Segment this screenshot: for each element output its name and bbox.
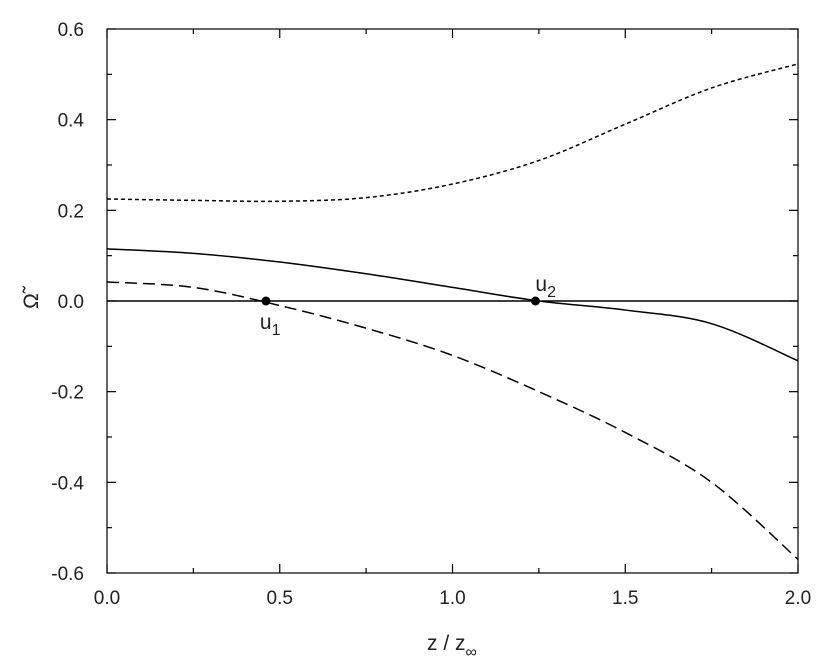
series-line — [106, 248, 799, 362]
x-tick-label: 0.5 — [267, 588, 293, 609]
x-tick-label: 1.0 — [439, 588, 465, 609]
series-line — [106, 281, 799, 560]
x-axis-label-sub: ∞ — [466, 644, 477, 661]
x-tick-label: 1.5 — [612, 588, 638, 609]
y-tick-label: -0.2 — [51, 383, 84, 404]
y-tick-label: 0.6 — [58, 20, 84, 41]
y-tick-label: 0.4 — [58, 111, 85, 132]
root-point — [530, 296, 540, 306]
point-label-main: u — [535, 273, 547, 296]
series-line — [106, 63, 799, 203]
point-label-sub: 1 — [272, 322, 281, 339]
x-tick-label: 0.0 — [94, 588, 120, 609]
y-axis-label: Ω̃ — [20, 285, 43, 309]
y-tick-label: -0.4 — [51, 473, 84, 494]
x-axis-label-main: z / z — [427, 632, 466, 655]
point-label-main: u — [260, 311, 272, 334]
y-tick-label: 0.2 — [58, 201, 84, 222]
x-tick-label: 2.0 — [785, 588, 811, 609]
root-point — [261, 296, 271, 306]
y-tick-label: 0.0 — [58, 292, 84, 313]
point-label: u1 — [260, 311, 281, 339]
y-tick-label: -0.6 — [51, 564, 84, 585]
x-axis-label: z / z∞ — [427, 632, 477, 661]
point-label: u2 — [535, 273, 556, 301]
point-label-sub: 2 — [547, 284, 556, 301]
